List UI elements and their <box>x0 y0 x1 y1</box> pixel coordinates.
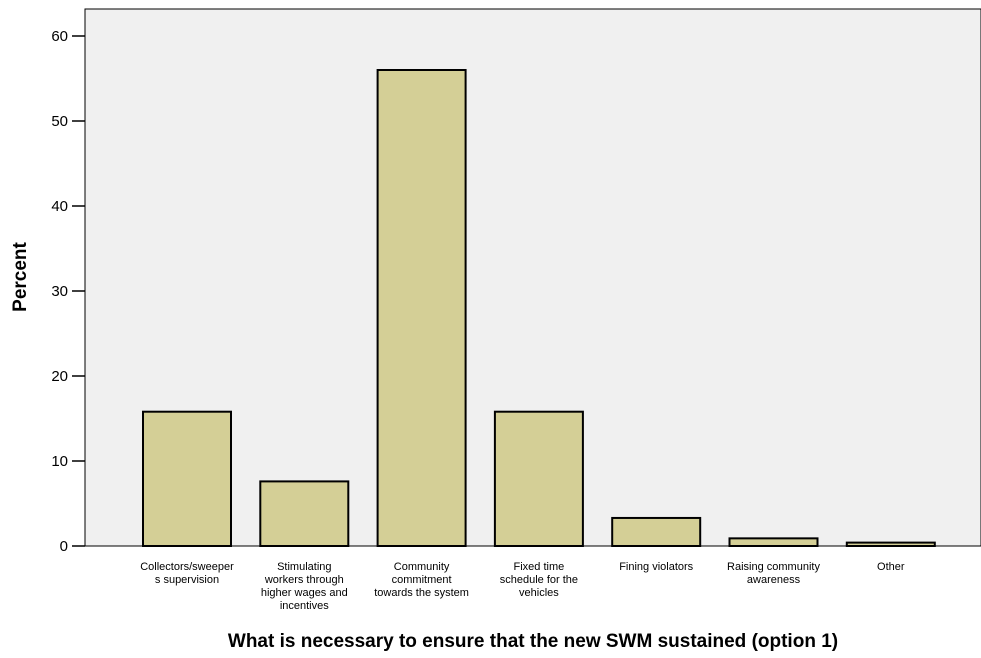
x-tick-label: Other <box>877 561 905 573</box>
y-tick-label: 10 <box>51 453 68 470</box>
y-tick-label: 0 <box>60 538 68 555</box>
x-tick-label: Community commitment towards the system <box>374 561 469 599</box>
bar <box>376 69 467 547</box>
x-tick-label: Fixed time schedule for the vehicles <box>500 561 578 599</box>
y-axis-title: Percent <box>10 241 31 311</box>
y-tick-label: 60 <box>51 28 68 45</box>
x-axis-labels: Collectors/sweeper s supervision Stimulati… <box>140 561 905 612</box>
y-tick-label: 50 <box>51 113 68 130</box>
x-tick-label: Raising community awareness <box>727 561 820 586</box>
bar <box>259 480 350 547</box>
bar <box>142 410 232 548</box>
bar <box>728 537 819 547</box>
bar <box>611 516 702 548</box>
y-tick-label: 30 <box>51 283 68 300</box>
bar <box>493 410 584 548</box>
y-tick-label: 40 <box>51 198 68 215</box>
y-tick-label: 20 <box>51 368 68 385</box>
bars <box>142 69 936 548</box>
bar <box>845 541 936 547</box>
x-axis-title: What is necessary to ensure that the new… <box>228 631 838 652</box>
x-tick-label: Fining violators <box>619 561 693 573</box>
x-tick-label: Collectors/sweeper s supervision <box>140 561 234 586</box>
x-tick-label: Stimulating workers through higher wages a… <box>261 561 348 612</box>
